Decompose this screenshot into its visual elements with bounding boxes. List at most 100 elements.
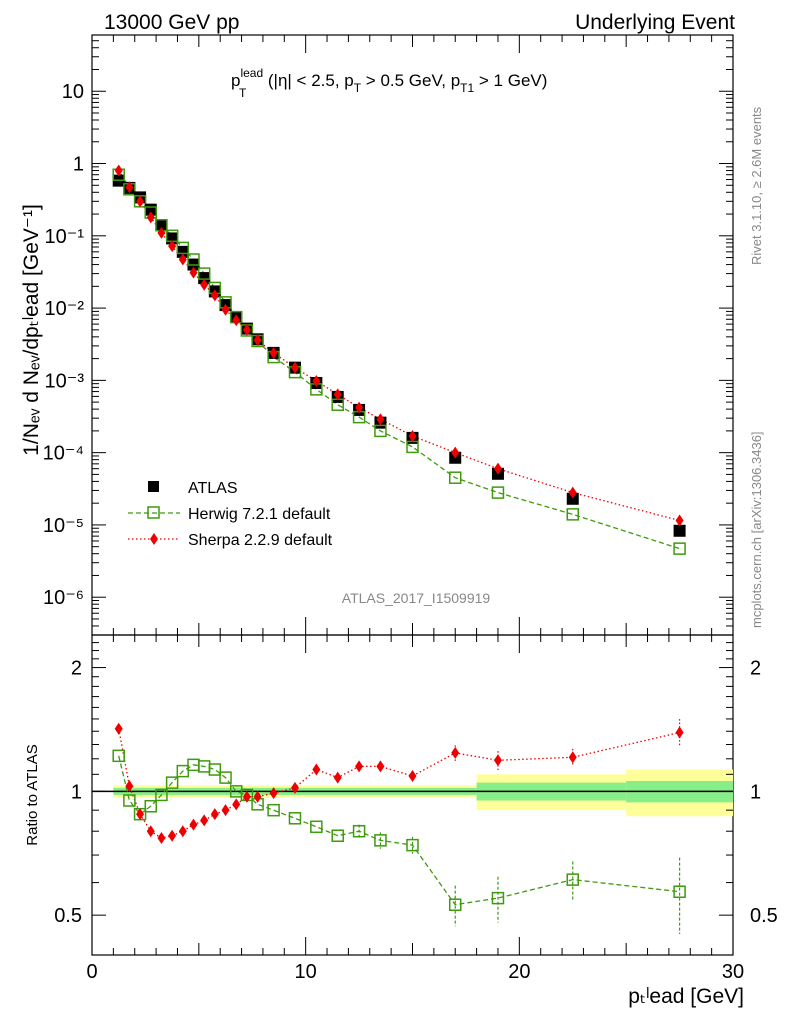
sherpa-point: [221, 303, 230, 316]
plot-title-sub: T: [239, 86, 247, 100]
sherpa-line: [118, 170, 680, 522]
sherpa-point: [146, 211, 155, 224]
sherpa-point: [355, 401, 364, 414]
sherpa-ratio-point: [168, 829, 177, 842]
sherpa-ratio-point: [312, 763, 321, 776]
legend-label-herwig: Herwig 7.2.1 default: [188, 506, 331, 523]
main-y-tick-label: 10: [62, 81, 84, 103]
main-y-tick-label: 10⁻⁶: [43, 587, 84, 609]
sherpa-point: [333, 388, 342, 401]
analysis-watermark: ATLAS_2017_I1509919: [342, 590, 491, 606]
x-tick-label: 0: [86, 961, 97, 983]
sherpa-ratio-point: [290, 781, 299, 794]
legend-marker-sherpa: [150, 533, 158, 545]
atlas-point: [673, 524, 686, 537]
herwig-ratio-point: [219, 771, 232, 784]
sherpa-point: [114, 164, 123, 177]
sherpa-ratio-point: [242, 790, 251, 803]
herwig-ratio-point: [123, 794, 136, 807]
sherpa-ratio-point: [221, 804, 230, 817]
sherpa-point: [232, 314, 241, 327]
header-right: Underlying Event: [575, 11, 735, 34]
sherpa-point: [200, 278, 209, 291]
herwig-ratio-point: [165, 776, 179, 789]
herwig-ratio-point: [208, 763, 222, 776]
sherpa-ratio-point: [114, 722, 123, 735]
ratio-series-markers: [112, 719, 686, 934]
herwig-point: [374, 424, 387, 438]
sherpa-ratio-point: [210, 808, 219, 821]
sherpa-point: [157, 226, 166, 239]
sherpa-ratio-point: [157, 832, 166, 845]
main-series-markers: [112, 164, 686, 555]
sherpa-point: [675, 514, 684, 527]
main-y-tick-label: 10⁻²: [45, 298, 85, 320]
rivet-label: Rivet 3.1.10, ≥ 2.6M events: [749, 106, 764, 265]
herwig-ratio-point: [448, 898, 462, 911]
main-y-tick-label: 1: [73, 154, 84, 176]
sherpa-point: [408, 429, 417, 442]
herwig-ratio-point: [112, 749, 125, 763]
ratio-y-tick-label-right: 0.5: [750, 905, 778, 927]
sherpa-point: [451, 446, 460, 459]
x-tick-label: 30: [722, 961, 744, 983]
herwig-ratio-point: [331, 829, 344, 842]
sherpa-ratio-point: [376, 760, 385, 773]
sherpa-ratio-point: [333, 771, 342, 784]
herwig-ratio-point: [176, 764, 190, 778]
sherpa-point: [125, 181, 134, 194]
herwig-ratio-point: [267, 803, 280, 817]
sherpa-point: [290, 361, 299, 374]
x-axis-label: pₜˡead [GeV]: [628, 985, 744, 1008]
sherpa-ratio-point: [189, 818, 198, 831]
ratio-y-axis-label: Ratio to ATLAS: [24, 744, 41, 845]
sherpa-point: [168, 240, 177, 253]
sherpa-ratio-point: [568, 751, 577, 764]
sherpa-point: [493, 462, 502, 475]
main-y-tick-label: 10⁻³: [45, 370, 85, 392]
header-left: 13000 GeV pp: [104, 11, 239, 34]
sherpa-point: [136, 195, 145, 208]
atlas-point: [198, 272, 211, 285]
sherpa-point: [376, 413, 385, 426]
herwig-ratio-point: [144, 799, 158, 813]
ratio-y-tick-label-left: 2: [71, 658, 82, 680]
herwig-ratio-point: [352, 824, 366, 838]
herwig-ratio-point: [491, 891, 505, 905]
legend-label-sherpa: Sherpa 2.2.9 default: [188, 532, 333, 549]
herwig-point: [448, 471, 462, 484]
herwig-point: [673, 542, 686, 555]
sherpa-ratio-point: [178, 825, 187, 838]
sherpa-ratio-point: [451, 746, 460, 759]
legend-marker-herwig: [147, 506, 160, 519]
legend: ATLAS Herwig 7.2.1 default Sherpa 2.2.9 …: [128, 480, 333, 549]
sherpa-ratio-point: [253, 790, 262, 803]
ratio-y-tick-label-left: 1: [71, 781, 82, 803]
sherpa-ratio-point: [146, 825, 155, 838]
herwig-point: [566, 508, 579, 521]
mcplots-label: mcplots.cern.ch [arXiv:1306.3436]: [749, 431, 764, 628]
x-tick-label: 10: [295, 961, 317, 983]
atlas-point: [566, 492, 579, 505]
sherpa-ratio-point: [493, 754, 502, 767]
sherpa-ratio-point: [269, 787, 278, 800]
herwig-ratio-point: [155, 788, 168, 802]
x-axis-ticks: 0 10 20 30: [86, 35, 744, 983]
sherpa-point: [242, 323, 251, 336]
sherpa-ratio-point: [232, 798, 241, 811]
ratio-y-tick-label-left: 0.5: [54, 905, 82, 927]
herwig-ratio-point: [406, 838, 419, 852]
atlas-point: [176, 245, 189, 258]
sherpa-point: [210, 289, 219, 302]
ratio-axis-ticks: 2 2 1 1 0.5 0.5: [54, 642, 778, 927]
legend-marker-atlas: [148, 481, 159, 492]
herwig-point: [187, 253, 200, 266]
herwig-ratio-point: [566, 873, 579, 886]
sherpa-point: [189, 266, 198, 279]
plot-title: plead (|η| < 2.5, pT > 0.5 GeV, pT1 > 1 …: [231, 66, 547, 95]
herwig-ratio-point: [374, 834, 387, 847]
sherpa-point: [253, 334, 262, 347]
sherpa-point: [312, 374, 321, 387]
herwig-point: [491, 486, 505, 499]
